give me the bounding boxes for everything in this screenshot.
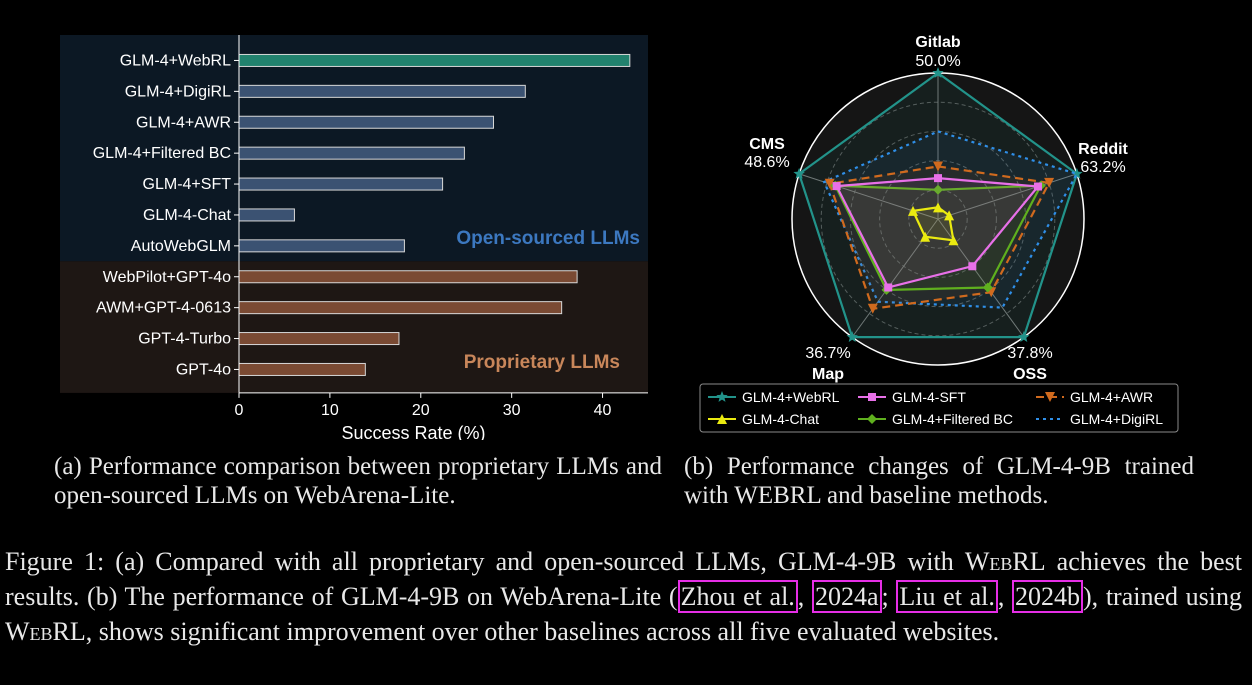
category-label: WebPilot+GPT-4o [103, 269, 231, 286]
x-tick-label: 40 [594, 402, 612, 419]
legend-label: GLM-4+AWR [1070, 389, 1153, 405]
bar [238, 146, 465, 160]
legend-label: GLM-4+Filtered BC [892, 411, 1013, 427]
radar-point [1044, 177, 1055, 188]
radar-point [846, 331, 858, 342]
subcaption-b: (b) Performance changes of GLM-4-9B trai… [684, 453, 1194, 509]
radar-point [793, 167, 805, 179]
category-label: AutoWebGLM [131, 238, 231, 255]
legend-swatch-marker [867, 414, 877, 424]
bar [238, 362, 366, 376]
bar [238, 239, 405, 253]
category-label: GLM-4+Filtered BC [93, 145, 231, 162]
radar-point [884, 283, 893, 292]
category-label: AWM+GPT-4-0613 [96, 300, 231, 317]
open-region-label: Open-sourced LLMs [456, 228, 640, 249]
radar-point [933, 202, 943, 213]
radar-point [982, 282, 993, 293]
caption-webrl-2: WebRL [5, 617, 86, 646]
radar-point [867, 303, 878, 314]
radar-axis-label: Map [812, 366, 844, 383]
radar-point [824, 178, 835, 189]
radar-point [933, 184, 943, 195]
radar-axis-label: OSS [1013, 366, 1047, 383]
radar-axis-max-label: 37.8% [1007, 345, 1052, 362]
radar-axis-label: Reddit [1078, 141, 1128, 158]
caption-sep3: , [997, 582, 1012, 611]
radar-axis-label: CMS [749, 136, 785, 153]
category-label: GPT-4o [176, 361, 231, 378]
legend-label: GLM-4-SFT [892, 389, 966, 405]
legend-swatch-marker [717, 414, 727, 424]
radar-point [948, 235, 959, 246]
legend-label: GLM-4-Chat [742, 411, 819, 427]
bar [238, 177, 444, 191]
proprietary-region-label: Proprietary LLMs [464, 352, 620, 373]
category-label: GLM-4+WebRL [120, 52, 231, 69]
category-label: GPT-4-Turbo [138, 331, 231, 348]
citation-link-liu-year[interactable]: 2024b [1012, 580, 1083, 613]
x-tick-label: 20 [412, 402, 430, 419]
figure-caption: Figure 1: (a) Compared with all propriet… [5, 544, 1242, 649]
radar-point [908, 205, 919, 216]
category-label: GLM-4-Chat [143, 207, 232, 224]
bar [238, 208, 295, 222]
x-axis-title: Success Rate (%) [341, 423, 485, 440]
caption-prefix: Figure 1: (a) Compared with all propriet… [5, 547, 965, 576]
legend-swatch-marker [868, 393, 876, 401]
category-label: GLM-4+DigiRL [125, 83, 231, 100]
radar-point [1071, 167, 1083, 179]
radar-axis-label: Gitlab [915, 34, 961, 51]
caption-webrl: WebRL [964, 547, 1046, 576]
radar-axis-max-label: 36.7% [805, 345, 850, 362]
bar [238, 270, 578, 284]
caption-mid1: achieves the best results. (b) The perfo… [5, 547, 1242, 611]
radar-point [944, 210, 955, 221]
radar-point [1018, 331, 1030, 342]
caption-suffix: , shows significant improvement over oth… [85, 617, 1000, 646]
radar-axis-max-label: 50.0% [915, 53, 960, 70]
radar-axis-max-label: 63.2% [1080, 159, 1125, 176]
citation-link-zhou[interactable]: Zhou et al. [677, 580, 798, 613]
caption-mid2: ), trained using [1083, 582, 1242, 611]
caption-sep2: ; [881, 582, 897, 611]
radar-point [933, 161, 943, 172]
bar-chart: Open-sourced LLMs Proprietary LLMs GLM-4+W… [60, 35, 648, 440]
legend-swatch-marker [716, 391, 728, 402]
caption-sep1: , [797, 582, 812, 611]
legend-label: GLM-4+WebRL [742, 389, 840, 405]
bar [238, 115, 494, 129]
legend-label: GLM-4+DigiRL [1070, 411, 1163, 427]
bar [238, 53, 631, 67]
x-tick-label: 30 [503, 402, 521, 419]
radar-grid-circle [908, 189, 968, 249]
x-tick-label: 10 [321, 402, 339, 419]
radar-point [968, 262, 977, 271]
radar-point [934, 174, 942, 183]
category-label: GLM-4+SFT [143, 176, 232, 193]
radar-point [920, 231, 931, 242]
radar-grid-circle [820, 101, 1056, 337]
radar-axis-max-label: 48.6% [744, 154, 789, 171]
x-tick-label: 0 [235, 402, 244, 419]
radar-axis-line [937, 173, 1078, 220]
radar-series-line [911, 206, 955, 242]
radar-grid-circle [849, 130, 1027, 308]
bar [238, 301, 563, 315]
legend-swatch-marker [1045, 392, 1055, 402]
radar-series-line [834, 176, 1041, 289]
radar-point [932, 67, 944, 78]
citation-link-zhou-year[interactable]: 2024a [811, 580, 882, 613]
bar [238, 332, 400, 346]
category-label: GLM-4+AWR [136, 114, 231, 131]
radar-point [1033, 182, 1042, 191]
citation-link-liu[interactable]: Liu et al. [896, 580, 998, 613]
subcaption-a: (a) Performance comparison between propr… [54, 453, 662, 509]
radar-point [832, 182, 841, 191]
bar [238, 84, 526, 98]
